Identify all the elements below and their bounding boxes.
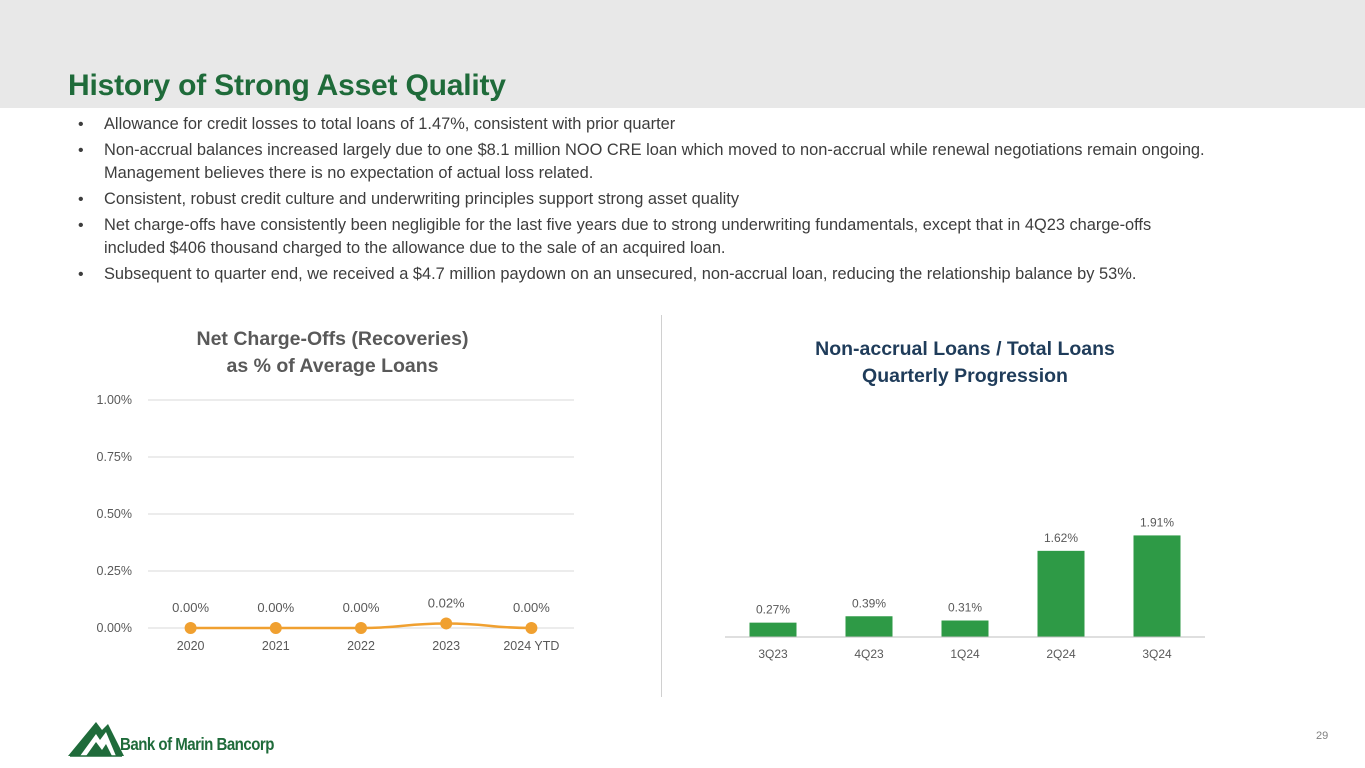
bar (941, 620, 989, 637)
net-chargeoffs-line-chart: 0.00% 0.25% 0.50% 0.75% 1.00% 2020 2021 2022 202… (97, 393, 574, 653)
data-point (355, 622, 367, 634)
data-label: 0.02% (428, 595, 465, 610)
data-label: 0.00% (513, 600, 550, 615)
x-tick-label: 2022 (347, 639, 375, 653)
page-number: 29 (1316, 730, 1329, 742)
x-tick-label: 3Q24 (1142, 647, 1172, 661)
bar (749, 622, 797, 637)
data-label: 0.00% (343, 600, 380, 615)
data-label: 0.31% (948, 601, 982, 615)
bullet-text: Non-accrual balances increased largely d… (104, 141, 1205, 182)
x-tick-label: 2023 (432, 639, 460, 653)
bullet-item: • Consistent, robust credit culture and u… (78, 188, 1208, 211)
data-label: 0.39% (852, 596, 886, 610)
logo-text: Bank of Marin Bancorp (120, 734, 274, 754)
y-tick-label: 0.50% (97, 507, 132, 521)
header-band (0, 0, 1365, 108)
nonaccrual-bar-chart: 0.27% 3Q23 0.39% 4Q23 0.31% 1Q24 1.62% 2Q24 1.91… (725, 515, 1205, 661)
bank-logo-icon (68, 722, 124, 757)
chart-title-line: Net Charge-Offs (Recoveries) (196, 328, 469, 350)
bullet-text: Allowance for credit losses to total loa… (104, 115, 676, 133)
bullet-symbol: • (78, 217, 84, 234)
chart-title-line: Quarterly Progression (862, 365, 1068, 387)
bar (1133, 535, 1181, 637)
data-label: 1.91% (1140, 515, 1174, 529)
bullet-item: • Net charge-offs have consistently been … (78, 214, 1208, 260)
x-tick-label: 3Q23 (758, 647, 788, 661)
data-point (440, 617, 453, 630)
bullet-symbol: • (78, 266, 84, 283)
page-title: History of Strong Asset Quality (68, 69, 506, 102)
chart-title-line: Non-accrual Loans / Total Loans (815, 338, 1115, 360)
data-point (525, 622, 538, 634)
bullet-text: Subsequent to quarter end, we received a… (104, 265, 1137, 283)
bullet-item: • Allowance for credit losses to total lo… (78, 113, 1208, 136)
bullet-symbol: • (78, 142, 84, 159)
nonaccrual-chart-title: Non-accrual Loans / Total Loans Quarterl… (760, 336, 1170, 390)
y-tick-label: 1.00% (97, 393, 132, 407)
x-tick-label: 1Q24 (950, 647, 980, 661)
bar (845, 616, 893, 637)
x-tick-label: 2Q24 (1046, 647, 1076, 661)
bullet-symbol: • (78, 116, 84, 133)
chart-title-line: as % of Average Loans (226, 355, 439, 377)
bullet-item: • Non-accrual balances increased largely … (78, 139, 1208, 185)
net-chargeoffs-chart-title: Net Charge-Offs (Recoveries) as % of Ave… (160, 326, 505, 380)
data-point (269, 622, 282, 634)
x-tick-label: 4Q23 (854, 647, 884, 661)
y-tick-label: 0.25% (97, 564, 132, 578)
bullet-list: • Allowance for credit losses to total lo… (78, 113, 1208, 289)
x-tick-label: 2020 (177, 639, 205, 653)
data-point (184, 622, 197, 634)
bullet-item: • Subsequent to quarter end, we received … (78, 263, 1208, 286)
chart-divider (661, 315, 662, 697)
x-tick-label: 2021 (262, 639, 290, 653)
bullet-text: Consistent, robust credit culture and un… (104, 190, 740, 208)
data-label: 0.00% (172, 600, 209, 615)
data-label: 1.62% (1044, 531, 1078, 545)
x-tick-label: 2024 YTD (503, 639, 559, 653)
bar (1037, 550, 1085, 637)
bullet-symbol: • (78, 191, 84, 208)
data-label: 0.27% (756, 603, 790, 617)
data-label: 0.00% (257, 600, 294, 615)
y-tick-label: 0.75% (97, 450, 132, 464)
bullet-text: Net charge-offs have consistently been n… (104, 216, 1152, 257)
y-tick-label: 0.00% (97, 621, 132, 635)
